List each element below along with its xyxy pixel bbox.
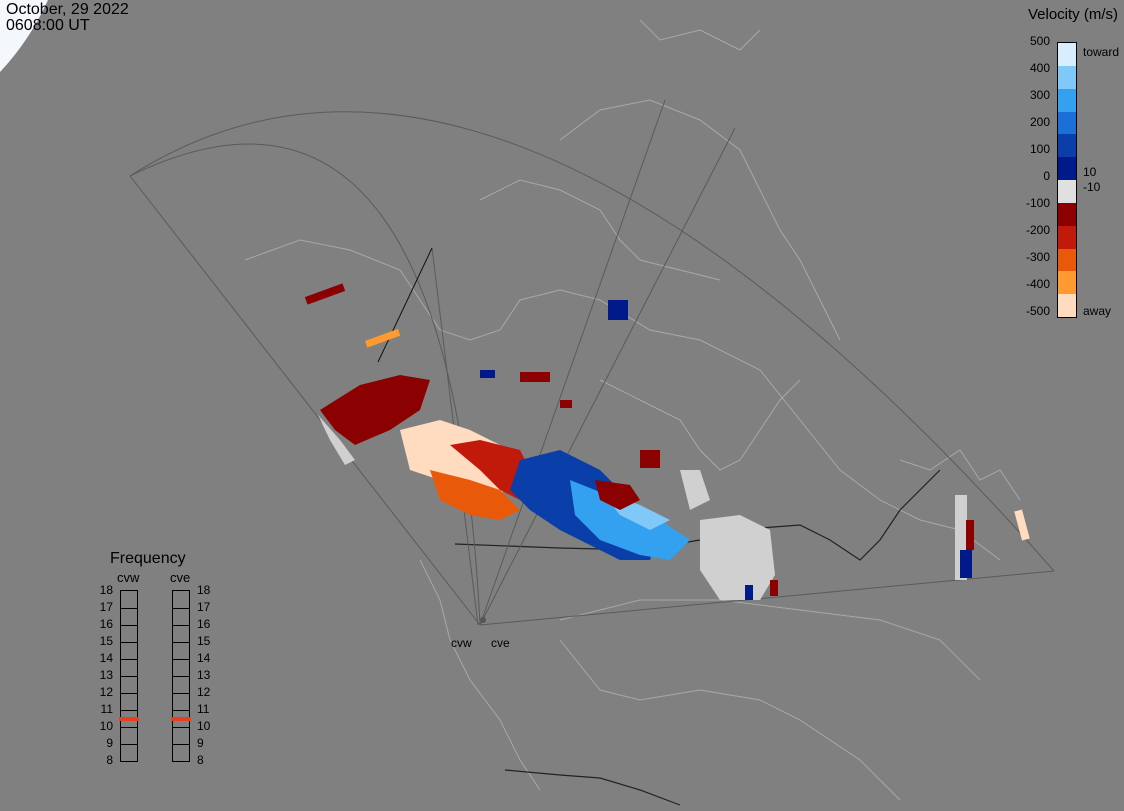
frequency-level-label: 9 xyxy=(197,736,204,750)
frequency-level-label: 13 xyxy=(197,668,211,682)
frequency-gridline xyxy=(173,659,189,660)
colorbar-segment xyxy=(1058,111,1076,135)
velocity-tick-label: -300 xyxy=(1025,250,1050,264)
frequency-level-label: 15 xyxy=(197,634,211,648)
frequency-gridline xyxy=(121,676,137,677)
velocity-echoes xyxy=(304,283,1030,600)
frequency-level-label: 15 xyxy=(99,634,113,648)
away-label: away xyxy=(1083,304,1112,318)
frequency-column xyxy=(119,590,139,762)
frequency-level-label: 14 xyxy=(99,651,113,665)
velocity-scale-title: Velocity (m/s) xyxy=(1027,6,1118,23)
frequency-gridline xyxy=(173,625,189,626)
colorbar-segment xyxy=(1058,65,1076,90)
frequency-gridline xyxy=(121,744,137,745)
frequency-gridline xyxy=(173,744,189,745)
frequency-level-label: 11 xyxy=(197,702,210,716)
frequency-gridline xyxy=(121,710,137,711)
frequency-level-label: 8 xyxy=(106,753,113,767)
frequency-level-label: 14 xyxy=(197,651,211,665)
velocity-tick-label: 100 xyxy=(1029,142,1050,156)
velocity-tick-label: 500 xyxy=(1029,34,1050,48)
frequency-gridline xyxy=(121,693,137,694)
velocity-tick-label: -400 xyxy=(1025,277,1050,291)
frequency-gridline xyxy=(121,608,137,609)
plus10-label: 10 xyxy=(1083,165,1097,179)
frequency-gridline xyxy=(173,676,189,677)
daylight-region xyxy=(0,0,48,72)
frequency-title: Frequency xyxy=(110,550,186,567)
date-label: October, 29 2022 xyxy=(6,1,129,18)
frequency-level-label: 9 xyxy=(106,736,113,750)
velocity-tick-label: -200 xyxy=(1025,223,1050,237)
colorbar-segment xyxy=(1058,88,1076,112)
frequency-gridline xyxy=(121,625,137,626)
frequency-level-label: 11 xyxy=(100,702,113,716)
frequency-level-label: 10 xyxy=(197,719,211,733)
velocity-tick-label: 400 xyxy=(1029,61,1050,75)
velocity-colorbar xyxy=(1057,42,1077,318)
colorbar-segment xyxy=(1058,202,1076,227)
colorbar-segment xyxy=(1058,294,1076,318)
radar-label-cvw: cvw xyxy=(451,636,472,650)
velocity-tick-label: 200 xyxy=(1029,115,1050,129)
radar-cvw-col-label: cvw xyxy=(117,570,140,585)
velocity-tick-label: 300 xyxy=(1029,88,1050,102)
colorbar-segment xyxy=(1058,225,1076,249)
radar-cve-col-label: cve xyxy=(170,570,191,585)
frequency-level-label: 18 xyxy=(197,583,211,597)
frequency-marker xyxy=(119,716,139,721)
colorbar-segment xyxy=(1058,271,1076,295)
velocity-tick-label: -100 xyxy=(1025,196,1050,210)
frequency-gridline xyxy=(173,642,189,643)
velocity-tick-label: -500 xyxy=(1025,304,1050,318)
radar-label-cve: cve xyxy=(491,636,510,650)
frequency-gridline xyxy=(173,727,189,728)
frequency-marker xyxy=(171,716,191,721)
frequency-level-label: 18 xyxy=(99,583,113,597)
frequency-level-label: 16 xyxy=(197,617,211,631)
fov-outline xyxy=(129,99,1055,626)
national-border xyxy=(454,469,941,806)
frequency-gridline xyxy=(121,642,137,643)
frequency-level-label: 10 xyxy=(99,719,113,733)
frequency-gridline xyxy=(173,693,189,694)
velocity-tick-label: 0 xyxy=(1043,169,1050,183)
minus10-label: -10 xyxy=(1083,180,1101,194)
frequency-gridline xyxy=(121,659,137,660)
frequency-level-label: 17 xyxy=(197,600,211,614)
colorbar-segment xyxy=(1058,248,1076,272)
frequency-level-label: 8 xyxy=(197,753,204,767)
frequency-gridline xyxy=(121,727,137,728)
frequency-level-label: 17 xyxy=(99,600,113,614)
time-label: 0608:00 UT xyxy=(6,17,90,34)
colorbar-segment xyxy=(1058,43,1076,67)
frequency-level-label: 16 xyxy=(99,617,113,631)
colorbar-segment xyxy=(1058,157,1076,181)
coastlines xyxy=(244,19,1021,801)
frequency-level-label: 12 xyxy=(197,685,211,699)
toward-label: toward xyxy=(1083,45,1120,59)
frequency-gridline xyxy=(173,608,189,609)
frequency-level-label: 12 xyxy=(99,685,113,699)
colorbar-segment xyxy=(1058,134,1076,158)
frequency-gridline xyxy=(173,710,189,711)
frequency-level-label: 13 xyxy=(99,668,113,682)
frequency-column xyxy=(171,590,191,762)
colorbar-segment xyxy=(1058,180,1076,204)
